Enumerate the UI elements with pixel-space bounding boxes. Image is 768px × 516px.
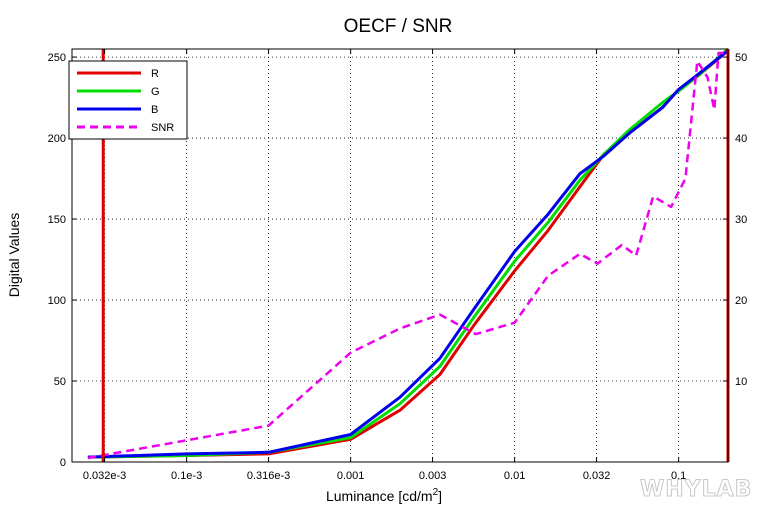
legend: RGB SNR — [68, 60, 188, 140]
x-tick-label: 0.1e-3 — [171, 470, 202, 482]
y-tick-label: 100 — [48, 295, 66, 307]
legend-label-g: G — [151, 86, 160, 98]
x-tick-label: 0.01 — [504, 470, 525, 482]
watermark: WHYLAB — [640, 477, 752, 502]
series-line-b — [87, 49, 729, 459]
grid-lines — [72, 49, 728, 462]
legend-label-snr: SNR — [151, 122, 174, 134]
x-axis-label-end: ] — [438, 488, 442, 504]
legend-label-r: R — [151, 68, 159, 80]
x-tick-label: 0.032 — [583, 470, 611, 482]
y-tick-label: 150 — [48, 214, 66, 226]
x-tick-label: 0.003 — [419, 470, 447, 482]
x-tick-label: 0.001 — [337, 470, 365, 482]
y-tick-label: 200 — [48, 133, 66, 145]
y2-tick-label: 20 — [735, 295, 747, 307]
axes-frame — [71, 48, 729, 463]
x-axis-label: Luminance [cd/m2] — [326, 487, 442, 504]
y-tick-label-zero: 0 — [60, 457, 66, 469]
legend-label-b: B — [151, 104, 158, 116]
y-tick-label: 250 — [48, 52, 66, 64]
axis-ticks: 0.032e-3 0.1e-3 0.316e-3 0.001 0.003 0.01 0.03… — [48, 49, 747, 482]
chart-title: OECF / SNR — [344, 16, 453, 37]
y2-tick-label: 50 — [735, 52, 747, 64]
x-axis-label-superscript: 2 — [433, 487, 439, 498]
y2-tick-label: 40 — [735, 133, 747, 145]
series-line-snr — [87, 51, 728, 460]
y2-tick-label: 10 — [735, 376, 747, 388]
x-tick-label: 0.1 — [671, 470, 686, 482]
y-tick-label: 50 — [54, 376, 66, 388]
y2-tick-label: 30 — [735, 214, 747, 226]
y-axis-label: Digital Values — [6, 213, 22, 298]
x-tick-label: 0.032e-3 — [83, 470, 126, 482]
x-tick-label: 0.316e-3 — [247, 470, 290, 482]
x-axis-label-main: Luminance [cd/m — [326, 488, 433, 504]
